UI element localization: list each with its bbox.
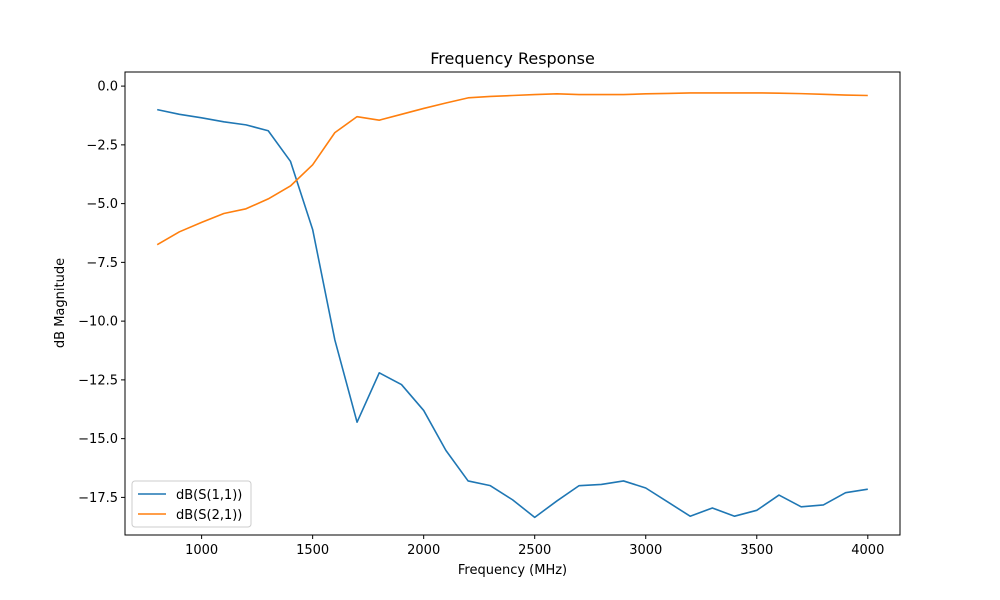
plot-frame [124,71,901,536]
y-tick-label: −5.0 [86,197,118,212]
y-tick-label: −12.5 [78,373,118,388]
x-axis-label: Frequency (MHz) [458,563,567,578]
legend-entry: dB(S(2,1)) [176,508,242,523]
y-tick-label: −7.5 [86,256,118,271]
chart-title: Frequency Response [430,49,595,68]
series-line-1 [157,108,868,519]
y-tick-label: −15.0 [78,432,118,447]
x-tick-label: 4000 [851,543,884,558]
y-tick-label: −10.0 [78,315,118,330]
legend: dB(S(1,1)) dB(S(2,1)) [131,480,252,528]
x-tick-label: 1500 [296,543,329,558]
y-tick-label: 0.0 [97,80,118,95]
y-tick-label: −17.5 [78,491,118,506]
series-line-2 [156,92,868,246]
x-tick-label: 2500 [518,543,551,558]
x-tick-label: 2000 [407,543,440,558]
x-axis: 1000 1500 2000 2500 3000 3500 4000 [185,535,884,558]
y-axis: 0.0 −2.5 −5.0 −7.5 −10.0 −12.5 −15.0 −17.5 [78,80,125,506]
legend-box [131,480,252,528]
y-tick-label: −2.5 [86,138,118,153]
y-axis-label: dB Magnitude [53,258,68,348]
x-tick-label: 3500 [740,543,773,558]
series-layer [156,92,868,519]
legend-entry: dB(S(1,1)) [176,488,242,503]
plot-area [124,71,901,536]
x-tick-label: 1000 [185,543,218,558]
x-tick-label: 3000 [629,543,662,558]
